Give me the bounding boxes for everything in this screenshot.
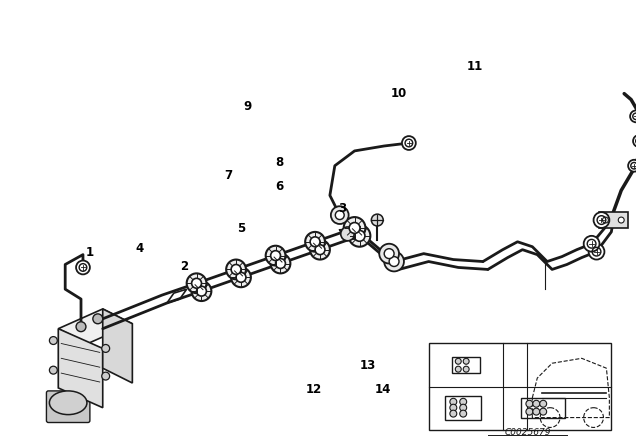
Circle shape <box>236 272 246 282</box>
Text: 6: 6 <box>275 180 283 193</box>
Polygon shape <box>58 309 132 344</box>
Text: C0025679: C0025679 <box>504 428 550 437</box>
Circle shape <box>460 404 467 411</box>
Circle shape <box>618 217 624 223</box>
Circle shape <box>93 314 103 324</box>
Circle shape <box>630 110 640 122</box>
Circle shape <box>460 410 467 417</box>
Circle shape <box>271 254 291 273</box>
Circle shape <box>231 267 251 287</box>
Circle shape <box>349 223 360 233</box>
Text: 5: 5 <box>237 222 245 235</box>
Circle shape <box>371 214 383 226</box>
Text: 13: 13 <box>359 359 376 372</box>
Circle shape <box>310 237 320 247</box>
Circle shape <box>76 322 86 332</box>
Circle shape <box>628 160 640 172</box>
Circle shape <box>102 372 109 380</box>
Circle shape <box>191 281 211 301</box>
Circle shape <box>589 244 604 259</box>
Circle shape <box>271 251 280 261</box>
Circle shape <box>226 259 246 279</box>
Circle shape <box>276 258 285 268</box>
Circle shape <box>196 286 207 296</box>
Circle shape <box>315 245 325 254</box>
Circle shape <box>602 217 609 223</box>
Circle shape <box>533 400 540 407</box>
Circle shape <box>310 240 330 259</box>
Text: 1: 1 <box>85 246 93 259</box>
Text: 10: 10 <box>391 87 407 100</box>
Circle shape <box>540 400 547 407</box>
Text: 14: 14 <box>375 383 392 396</box>
Circle shape <box>540 408 547 415</box>
Bar <box>445 396 481 419</box>
Ellipse shape <box>49 391 87 414</box>
Circle shape <box>450 398 457 405</box>
Circle shape <box>533 408 540 415</box>
Circle shape <box>526 408 533 415</box>
Circle shape <box>344 217 365 239</box>
Bar <box>522 398 565 418</box>
Circle shape <box>463 358 469 364</box>
Circle shape <box>49 366 58 374</box>
Circle shape <box>384 249 394 258</box>
Text: 8: 8 <box>275 155 283 168</box>
Text: 2: 2 <box>180 259 188 272</box>
Text: 3: 3 <box>338 202 346 215</box>
Bar <box>429 344 611 431</box>
Circle shape <box>354 230 365 241</box>
Circle shape <box>584 236 600 252</box>
Polygon shape <box>103 309 132 383</box>
Circle shape <box>593 212 609 228</box>
Text: 7: 7 <box>224 169 232 182</box>
Circle shape <box>187 273 207 293</box>
Circle shape <box>380 244 399 263</box>
Text: 11: 11 <box>467 60 483 73</box>
Polygon shape <box>58 329 103 408</box>
Circle shape <box>340 227 355 241</box>
Circle shape <box>455 366 461 372</box>
Circle shape <box>389 257 399 267</box>
Text: 4: 4 <box>136 242 144 255</box>
Circle shape <box>349 225 371 247</box>
Circle shape <box>460 398 467 405</box>
Text: 12: 12 <box>305 383 322 396</box>
Bar <box>452 358 480 373</box>
Bar <box>598 212 628 228</box>
Circle shape <box>526 400 533 407</box>
Circle shape <box>455 358 461 364</box>
Circle shape <box>49 336 58 345</box>
FancyBboxPatch shape <box>47 391 90 422</box>
Circle shape <box>450 410 457 417</box>
Text: 9: 9 <box>243 100 252 113</box>
Circle shape <box>384 252 404 271</box>
Circle shape <box>231 264 241 274</box>
Circle shape <box>402 136 416 150</box>
Circle shape <box>305 232 325 252</box>
Circle shape <box>191 278 202 288</box>
Circle shape <box>331 206 349 224</box>
Circle shape <box>335 211 344 220</box>
Circle shape <box>102 345 109 353</box>
Circle shape <box>450 404 457 411</box>
Circle shape <box>633 135 640 147</box>
Circle shape <box>463 366 469 372</box>
Circle shape <box>266 246 285 266</box>
Circle shape <box>76 261 90 274</box>
